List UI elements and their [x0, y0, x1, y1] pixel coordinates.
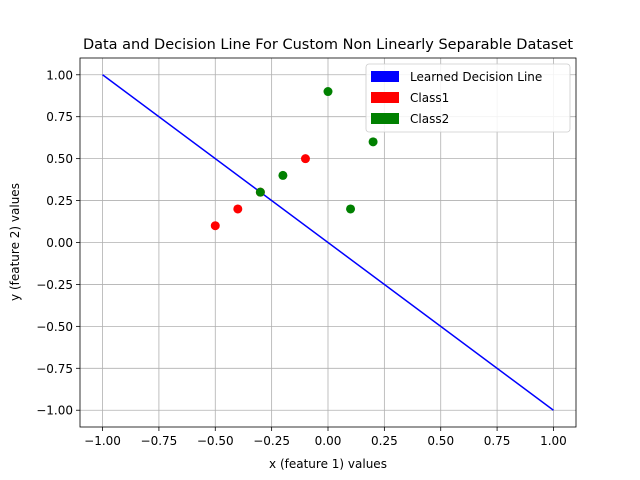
legend-label: Learned Decision Line	[410, 70, 542, 84]
decision-line	[102, 74, 554, 411]
y-tick-label: 0.50	[46, 152, 73, 166]
x-tick-label: 1.00	[540, 434, 567, 448]
class2-point	[346, 204, 356, 214]
y-tick-label: −0.50	[36, 320, 73, 334]
class1-point	[233, 204, 243, 214]
legend-swatch	[371, 92, 399, 103]
class2-point	[278, 170, 288, 180]
y-tick-label: 0.25	[46, 194, 73, 208]
y-axis-label: y (feature 2) values	[8, 183, 22, 301]
chart-title: Data and Decision Line For Custom Non Li…	[83, 37, 573, 53]
y-tick-label: −0.75	[36, 362, 73, 376]
x-tick-label: −1.00	[84, 434, 121, 448]
x-tick-label: 0.50	[427, 434, 454, 448]
x-tick-label: 0.75	[484, 434, 511, 448]
class2-point	[255, 187, 265, 197]
x-tick-label: −0.50	[197, 434, 234, 448]
y-tick-label: 0.00	[46, 236, 73, 250]
legend-label: Class1	[410, 91, 449, 105]
legend-swatch	[371, 71, 399, 82]
class2-point	[323, 87, 333, 97]
x-tick-label: −0.75	[141, 434, 178, 448]
x-tick-label: −0.25	[253, 434, 290, 448]
x-tick-label: 0.00	[315, 434, 342, 448]
class1-point	[210, 221, 220, 231]
y-tick-label: 1.00	[46, 68, 73, 82]
legend-swatch	[371, 113, 399, 124]
y-tick-label: 0.75	[46, 110, 73, 124]
legend-box	[365, 63, 571, 133]
y-tick-label: −1.00	[36, 404, 73, 418]
class1-point	[300, 154, 310, 164]
class2-point	[368, 137, 378, 147]
plot-area: −1.00 −0.75 −0.50 −0.25 0.00 0.25 0.50 0.75 1.00…	[36, 57, 577, 448]
legend-label: Class2	[410, 112, 449, 126]
y-tick-label: −0.25	[36, 278, 73, 292]
x-axis-label: x (feature 1) values	[269, 457, 387, 471]
x-tick-label: 0.25	[371, 434, 398, 448]
